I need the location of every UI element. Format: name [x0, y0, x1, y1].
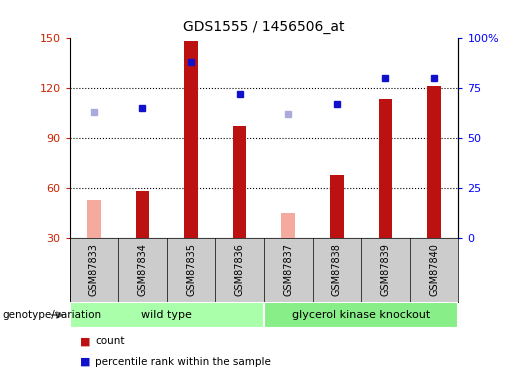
Text: GSM87833: GSM87833 — [89, 244, 99, 296]
Text: count: count — [95, 336, 125, 346]
Text: GSM87834: GSM87834 — [138, 244, 147, 296]
Bar — [233, 126, 247, 238]
Bar — [281, 213, 295, 238]
Bar — [70, 302, 264, 328]
Text: GSM87840: GSM87840 — [429, 244, 439, 296]
Bar — [135, 191, 149, 238]
Text: GSM87839: GSM87839 — [381, 244, 390, 296]
Bar — [330, 175, 344, 238]
Text: GSM87838: GSM87838 — [332, 244, 342, 296]
Title: GDS1555 / 1456506_at: GDS1555 / 1456506_at — [183, 20, 345, 34]
Bar — [427, 86, 441, 238]
Text: wild type: wild type — [141, 310, 192, 320]
Text: ■: ■ — [80, 357, 90, 367]
Bar — [184, 41, 198, 238]
Text: GSM87836: GSM87836 — [235, 244, 245, 296]
Text: genotype/variation: genotype/variation — [3, 310, 101, 320]
Text: GSM87837: GSM87837 — [283, 243, 293, 297]
Bar — [87, 200, 100, 238]
Text: percentile rank within the sample: percentile rank within the sample — [95, 357, 271, 367]
Text: GSM87835: GSM87835 — [186, 243, 196, 297]
Text: glycerol kinase knockout: glycerol kinase knockout — [292, 310, 430, 320]
Text: ■: ■ — [80, 336, 90, 346]
Bar — [264, 302, 458, 328]
Bar — [379, 99, 392, 238]
